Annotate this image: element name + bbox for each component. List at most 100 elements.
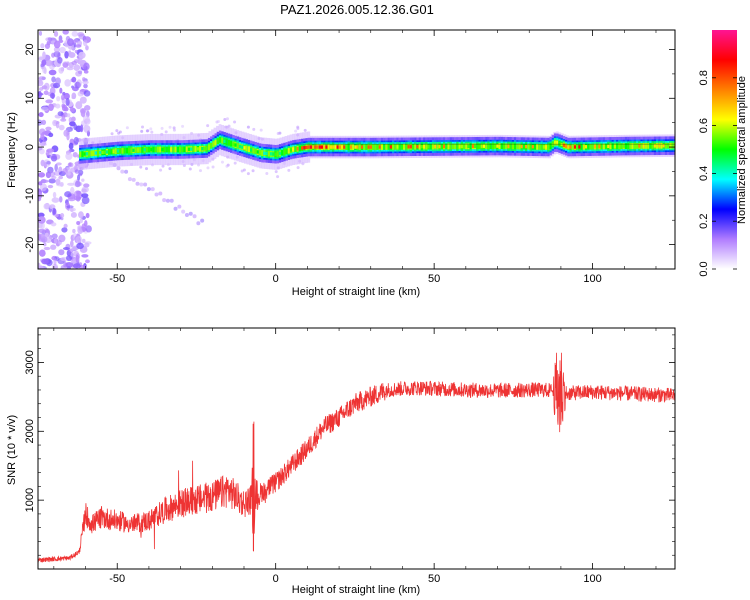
- y-tick-label: 10: [24, 92, 36, 104]
- heatmap-cell: [44, 232, 49, 237]
- heatmap-cell: [154, 192, 159, 197]
- heatmap-cell: [380, 144, 384, 150]
- heatmap-cell: [181, 124, 185, 128]
- heatmap-cell: [529, 143, 532, 150]
- heatmap-cell: [146, 187, 151, 192]
- heatmap-cell: [60, 217, 64, 221]
- heatmap-cell: [414, 143, 417, 150]
- heatmap-cell: [471, 144, 475, 148]
- heatmap-cell: [254, 148, 257, 155]
- heatmap-cell: [569, 145, 572, 149]
- heatmap-cell: [76, 242, 84, 250]
- heatmap-cell: [487, 143, 490, 150]
- heatmap-cell: [345, 144, 348, 150]
- heatmap-cell: [127, 177, 132, 182]
- heatmap-cell: [81, 196, 90, 205]
- heatmap-cell: [478, 143, 481, 150]
- heatmap-cell: [242, 168, 246, 172]
- heatmap-cell: [198, 169, 202, 173]
- heatmap-cell: [378, 145, 382, 149]
- heatmap-cell: [103, 150, 107, 154]
- heatmap-cell: [72, 228, 76, 234]
- heatmap-cell: [58, 234, 66, 243]
- heatmap-cell: [59, 46, 66, 54]
- heatmap-cell: [394, 143, 397, 150]
- heatmap-cell: [38, 147, 43, 151]
- heatmap-cell: [589, 143, 592, 150]
- heatmap-cell: [482, 144, 486, 148]
- heatmap-cell: [234, 143, 237, 147]
- heatmap-cell: [60, 256, 68, 262]
- heatmap-cell: [611, 143, 615, 150]
- heatmap-cell: [671, 142, 674, 149]
- heatmap-cell: [114, 148, 118, 155]
- heatmap-cell: [241, 145, 244, 149]
- colorbar-tick-label: 0.0: [698, 261, 710, 276]
- heatmap-cell: [323, 145, 326, 149]
- heatmap-cell: [183, 146, 186, 153]
- heatmap-cell: [642, 144, 646, 148]
- heatmap-cell: [67, 171, 71, 176]
- heatmap-cell: [159, 146, 162, 153]
- heatmap-cell: [131, 177, 136, 182]
- colorbar-gradient: [712, 30, 737, 269]
- heatmap-cell: [57, 111, 64, 117]
- heatmap-cell: [70, 186, 75, 195]
- heatmap-cell: [565, 144, 568, 148]
- heatmap-cell: [236, 142, 240, 149]
- heatmap-cell: [251, 169, 255, 173]
- heatmap-cell: [38, 234, 42, 241]
- heatmap-cell: [75, 235, 83, 243]
- heatmap-cell: [60, 94, 65, 101]
- heatmap-cell: [48, 69, 57, 76]
- heatmap-cell: [40, 132, 45, 141]
- heatmap-cell: [71, 76, 77, 83]
- heatmap-cell: [584, 145, 588, 149]
- heatmap-cell: [365, 144, 368, 150]
- heatmap-cell: [203, 146, 206, 151]
- heatmap-cell: [38, 216, 46, 224]
- heatmap-cell: [63, 247, 70, 251]
- heatmap-cell: [598, 144, 601, 149]
- heatmap-cell: [443, 144, 446, 149]
- heatmap-cell: [172, 126, 176, 130]
- heatmap-cell: [46, 161, 51, 165]
- heatmap-cell: [298, 145, 302, 152]
- heatmap-cell: [70, 207, 74, 212]
- heatmap-cell: [176, 146, 180, 153]
- heatmap-cell: [573, 145, 577, 149]
- heatmap-cell: [307, 145, 311, 149]
- heatmap-cell: [616, 143, 619, 150]
- heatmap-cell: [205, 146, 209, 151]
- heatmap-cell: [85, 152, 89, 156]
- heatmap-cell: [316, 145, 319, 149]
- heatmap-cell: [68, 50, 72, 55]
- heatmap-cell: [51, 197, 60, 203]
- y-tick-label: -10: [24, 188, 36, 204]
- heatmap-cell: [43, 242, 47, 247]
- heatmap-cell: [303, 145, 306, 150]
- heatmap-cell: [51, 233, 58, 239]
- heatmap-cell: [44, 43, 51, 49]
- heatmap-cell: [329, 145, 333, 149]
- heatmap-cell: [647, 142, 650, 149]
- heatmap-cell: [187, 147, 191, 151]
- heatmap-cell: [40, 43, 45, 49]
- heatmap-cell: [658, 144, 661, 148]
- heatmap-cell: [143, 148, 146, 152]
- heatmap-cell: [425, 143, 428, 150]
- heatmap-cell: [660, 142, 663, 149]
- heatmap-cell: [55, 162, 62, 166]
- heatmap-cell: [169, 198, 174, 203]
- colorbar-tick-label: 0.2: [698, 214, 710, 229]
- heatmap-cell: [81, 193, 89, 198]
- heatmap-cell: [58, 196, 63, 203]
- heatmap-cell: [294, 146, 297, 152]
- heatmap-cell: [305, 145, 308, 150]
- heatmap-cell: [644, 142, 648, 149]
- heatmap-cell: [38, 112, 44, 118]
- heatmap-cell: [48, 132, 54, 138]
- heatmap-cell: [68, 117, 73, 123]
- heatmap-cell: [68, 142, 74, 150]
- heatmap-cell: [47, 184, 54, 189]
